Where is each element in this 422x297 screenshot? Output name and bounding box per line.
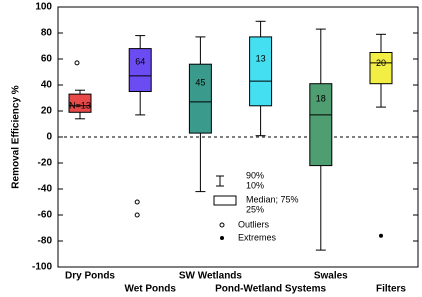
legend-label: 90% [246, 170, 264, 180]
x-tick-label: Pond-Wetland Systems [215, 284, 326, 295]
box [249, 36, 273, 107]
y-tick-label: -20 [38, 158, 53, 169]
x-tick-label: Swales [314, 271, 348, 282]
x-tick-label: SW Wetlands [179, 271, 243, 282]
outlier [134, 212, 140, 218]
box [128, 48, 152, 92]
box [188, 63, 212, 134]
legend-label: Median; 75% [246, 194, 299, 204]
box [68, 93, 92, 113]
y-axis-label: Removal Efficiency % [11, 85, 22, 188]
outlier [74, 60, 80, 66]
legend-label: 10% [246, 180, 264, 190]
box [309, 83, 333, 167]
y-tick-label: -60 [38, 210, 53, 221]
n-label: 18 [316, 94, 326, 104]
y-tick-label: -80 [38, 236, 53, 247]
x-tick-label: Wet Ponds [124, 284, 176, 295]
y-tick-label: 100 [35, 2, 52, 13]
legend-label: 25% [246, 204, 264, 214]
x-tick-label: Dry Ponds [65, 271, 115, 282]
legend-icon [219, 222, 225, 228]
outlier [134, 199, 140, 205]
y-tick-label: 40 [41, 80, 53, 91]
extreme [379, 233, 383, 238]
y-tick-label: 80 [41, 28, 53, 39]
n-label: 64 [135, 57, 145, 67]
box [369, 52, 393, 85]
y-tick-label: 0 [46, 132, 52, 143]
n-label: N=13 [69, 100, 91, 110]
y-tick-label: 20 [41, 106, 53, 117]
legend-icon [220, 236, 224, 240]
n-label: 45 [195, 77, 205, 87]
y-tick-label: -40 [38, 184, 53, 195]
y-tick-label: -100 [32, 262, 52, 273]
y-tick-label: 60 [41, 54, 53, 65]
legend-label: Extremes [238, 232, 277, 242]
n-label: 13 [256, 53, 266, 63]
n-label: 20 [376, 58, 386, 68]
legend-icon [213, 195, 237, 206]
legend-label: Outliers [238, 219, 270, 229]
x-tick-label: Filters [376, 284, 406, 295]
